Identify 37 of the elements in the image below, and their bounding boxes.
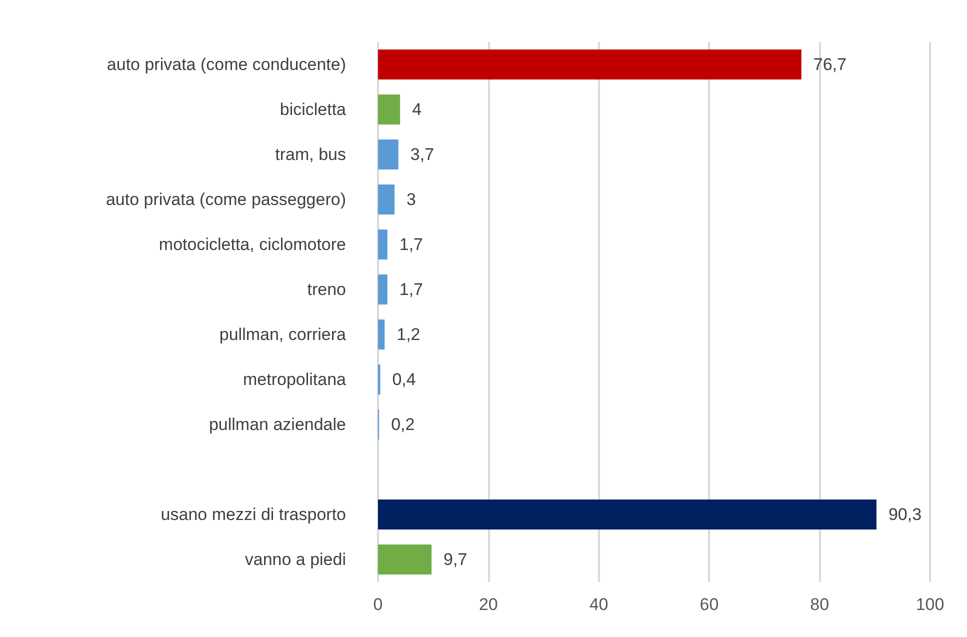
- data-label: 0,2: [391, 415, 415, 434]
- x-tick-label: 60: [700, 595, 719, 614]
- data-label: 1,7: [399, 280, 424, 299]
- x-tick-label: 40: [589, 595, 608, 614]
- y-tick-label: treno: [307, 280, 346, 299]
- x-tick-label: 0: [373, 595, 383, 614]
- x-tick-label: 100: [916, 595, 944, 614]
- bar: [378, 94, 400, 124]
- data-label: 1,7: [399, 235, 424, 254]
- data-label: 4: [412, 100, 422, 119]
- y-tick-label: usano mezzi di trasporto: [160, 505, 346, 524]
- data-label: 0,4: [392, 370, 416, 389]
- bar: [378, 500, 876, 530]
- bar: [378, 320, 385, 350]
- y-tick-label: auto privata (come passeggero): [106, 190, 346, 209]
- y-tick-label: auto privata (come conducente): [106, 55, 346, 74]
- data-label: 76,7: [813, 55, 846, 74]
- bar: [378, 544, 432, 574]
- y-tick-label: vanno a piedi: [244, 550, 346, 569]
- data-label: 9,7: [444, 550, 468, 569]
- data-label: 3,7: [410, 145, 434, 164]
- data-label: 90,3: [888, 505, 922, 524]
- x-tick-label: 20: [478, 595, 498, 614]
- y-tick-label: tram, bus: [275, 145, 346, 164]
- y-tick-label: bicicletta: [280, 100, 347, 119]
- data-label: 3: [406, 190, 416, 209]
- y-tick-label: pullman, corriera: [219, 325, 347, 344]
- bar: [378, 140, 398, 170]
- data-label: 1,2: [396, 325, 420, 344]
- y-tick-label: metropolitana: [242, 370, 347, 389]
- y-tick-label: motocicletta, ciclomotore: [158, 235, 346, 254]
- bar: [378, 230, 388, 260]
- y-tick-label: pullman aziendale: [208, 415, 346, 434]
- bar: [378, 274, 388, 304]
- bar: [378, 50, 802, 80]
- x-tick-label: 80: [810, 595, 830, 614]
- bar: [378, 184, 395, 214]
